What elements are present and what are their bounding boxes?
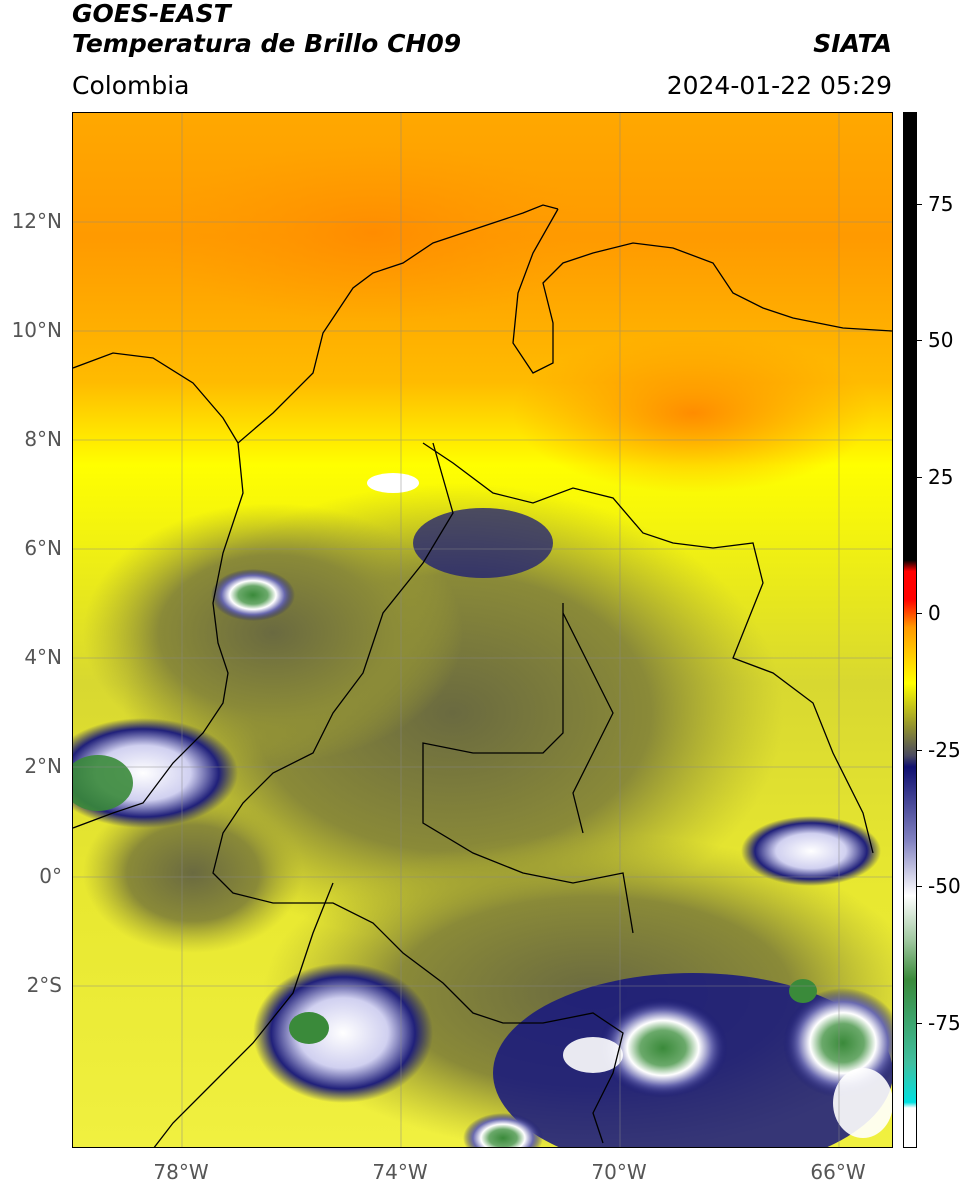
lat-label-6n: 6°N: [24, 536, 62, 560]
colorbar-label-25: 25: [928, 465, 954, 489]
lat-label-4n: 4°N: [24, 645, 62, 669]
colorbar-tick: [917, 750, 922, 751]
title-line-2: Temperatura de Brillo CH09: [72, 29, 462, 58]
satellite-map[interactable]: [72, 112, 893, 1148]
colorbar-tick: [917, 886, 922, 887]
colorbar-tick: [917, 340, 922, 341]
lat-label-2s: 2°S: [26, 973, 62, 997]
colorbar-label-75: 75: [928, 192, 954, 216]
colorbar-tick: [917, 477, 922, 478]
lat-label-12n: 12°N: [11, 209, 62, 233]
satellite-map-canvas: [73, 113, 892, 1147]
lat-label-10n: 10°N: [11, 318, 62, 342]
colorbar-tick: [917, 1023, 922, 1024]
lon-label-74w: 74°W: [372, 1160, 428, 1184]
title-line-1: GOES-EAST: [72, 0, 231, 28]
timestamp-label: 2024-01-22 05:29: [666, 71, 892, 100]
colorbar-tick: [917, 613, 922, 614]
lat-label-8n: 8°N: [24, 427, 62, 451]
colorbar-label-minus-75: -75: [928, 1011, 961, 1035]
region-label: Colombia: [72, 71, 190, 100]
lon-label-70w: 70°W: [591, 1160, 647, 1184]
lat-label-0: 0°: [39, 864, 62, 888]
graticule: [73, 113, 892, 1147]
colorbar-label-minus-50: -50: [928, 874, 961, 898]
lat-label-2n: 2°N: [24, 754, 62, 778]
temperature-colorbar: [903, 112, 917, 1148]
colorbar-tick: [917, 204, 922, 205]
colorbar-label-0: 0: [928, 601, 941, 625]
lon-label-78w: 78°W: [153, 1160, 209, 1184]
brand-label: SIATA: [813, 29, 892, 58]
lon-label-66w: 66°W: [810, 1160, 866, 1184]
coastlines-and-borders: [73, 204, 892, 1147]
colorbar-label-minus-25: -25: [928, 738, 961, 762]
colorbar-label-50: 50: [928, 328, 954, 352]
